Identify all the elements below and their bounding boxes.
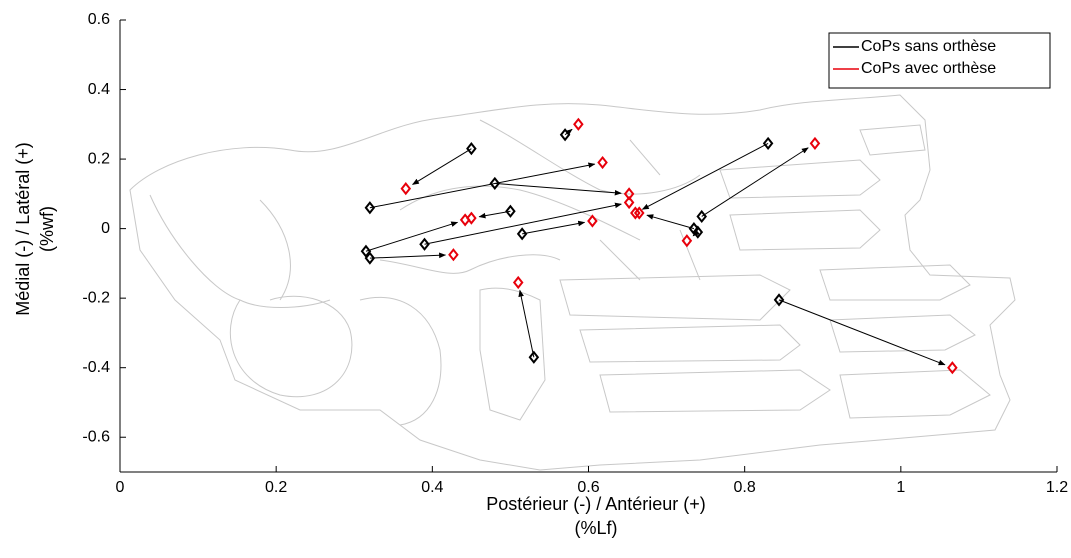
y-tick-label: -0.6 [82,428,110,445]
arrow [478,210,511,219]
arrow [522,220,586,235]
point [681,234,693,248]
arrow [424,202,622,245]
arrow [365,221,459,252]
point [489,176,501,191]
point [559,128,571,142]
plot-area [360,117,958,375]
arrow [518,289,535,358]
foot-outline [129,94,1016,471]
x-axis-label: Postérieur (-) / Antérieur (+) [486,494,706,514]
point [419,237,430,251]
x-axis-label: (%Lf) [574,518,617,538]
x-tick-label: 0.8 [734,479,756,496]
x-tick-label: 0.4 [421,479,443,496]
y-tick-label: 0.6 [88,11,110,28]
arrow [412,148,472,185]
arrow [641,142,769,210]
point [692,225,704,239]
arrow [701,147,809,217]
point [773,293,785,307]
point [696,209,708,224]
point [587,214,598,228]
arrow [778,299,946,366]
point [364,251,376,265]
point [364,201,376,215]
x-tick-label: 1.2 [1046,479,1068,496]
point [516,227,528,241]
arrow [564,128,573,136]
point [809,136,821,151]
x-tick-label: 0.6 [577,479,599,496]
point [360,244,372,258]
legend-label: CoPs sans orthèse [861,38,996,55]
arrow [369,162,596,209]
point [512,275,524,290]
point [573,117,584,131]
point [630,206,641,220]
y-tick-label: -0.2 [82,289,110,306]
point [762,136,774,151]
x-tick-label: 0 [116,479,125,496]
point [947,361,958,375]
y-axis-label: Médial (-) / Latéral (+) [13,142,33,316]
y-axis-label: (%wf) [37,206,57,252]
x-tick-label: 1 [896,479,905,496]
arrow [369,252,447,259]
y-tick-label: 0.2 [88,150,110,167]
point [459,213,471,227]
legend-label: CoPs avec orthèse [861,60,996,77]
point [448,248,459,262]
point [623,195,635,210]
y-tick-label: 0.4 [88,81,110,98]
y-tick-label: -0.4 [82,359,110,376]
y-tick-label: 0 [101,220,110,237]
point [528,350,540,364]
point [400,182,412,196]
point [633,206,645,220]
legend-box [828,32,1051,89]
point [466,211,477,225]
arrow [646,214,695,230]
legend: CoPs sans orthèse CoPs avec orthèse [828,32,1051,89]
arrow [494,182,622,196]
point [466,142,477,156]
point [597,155,608,170]
point [505,204,516,218]
x-tick-label: 0.2 [265,479,287,496]
